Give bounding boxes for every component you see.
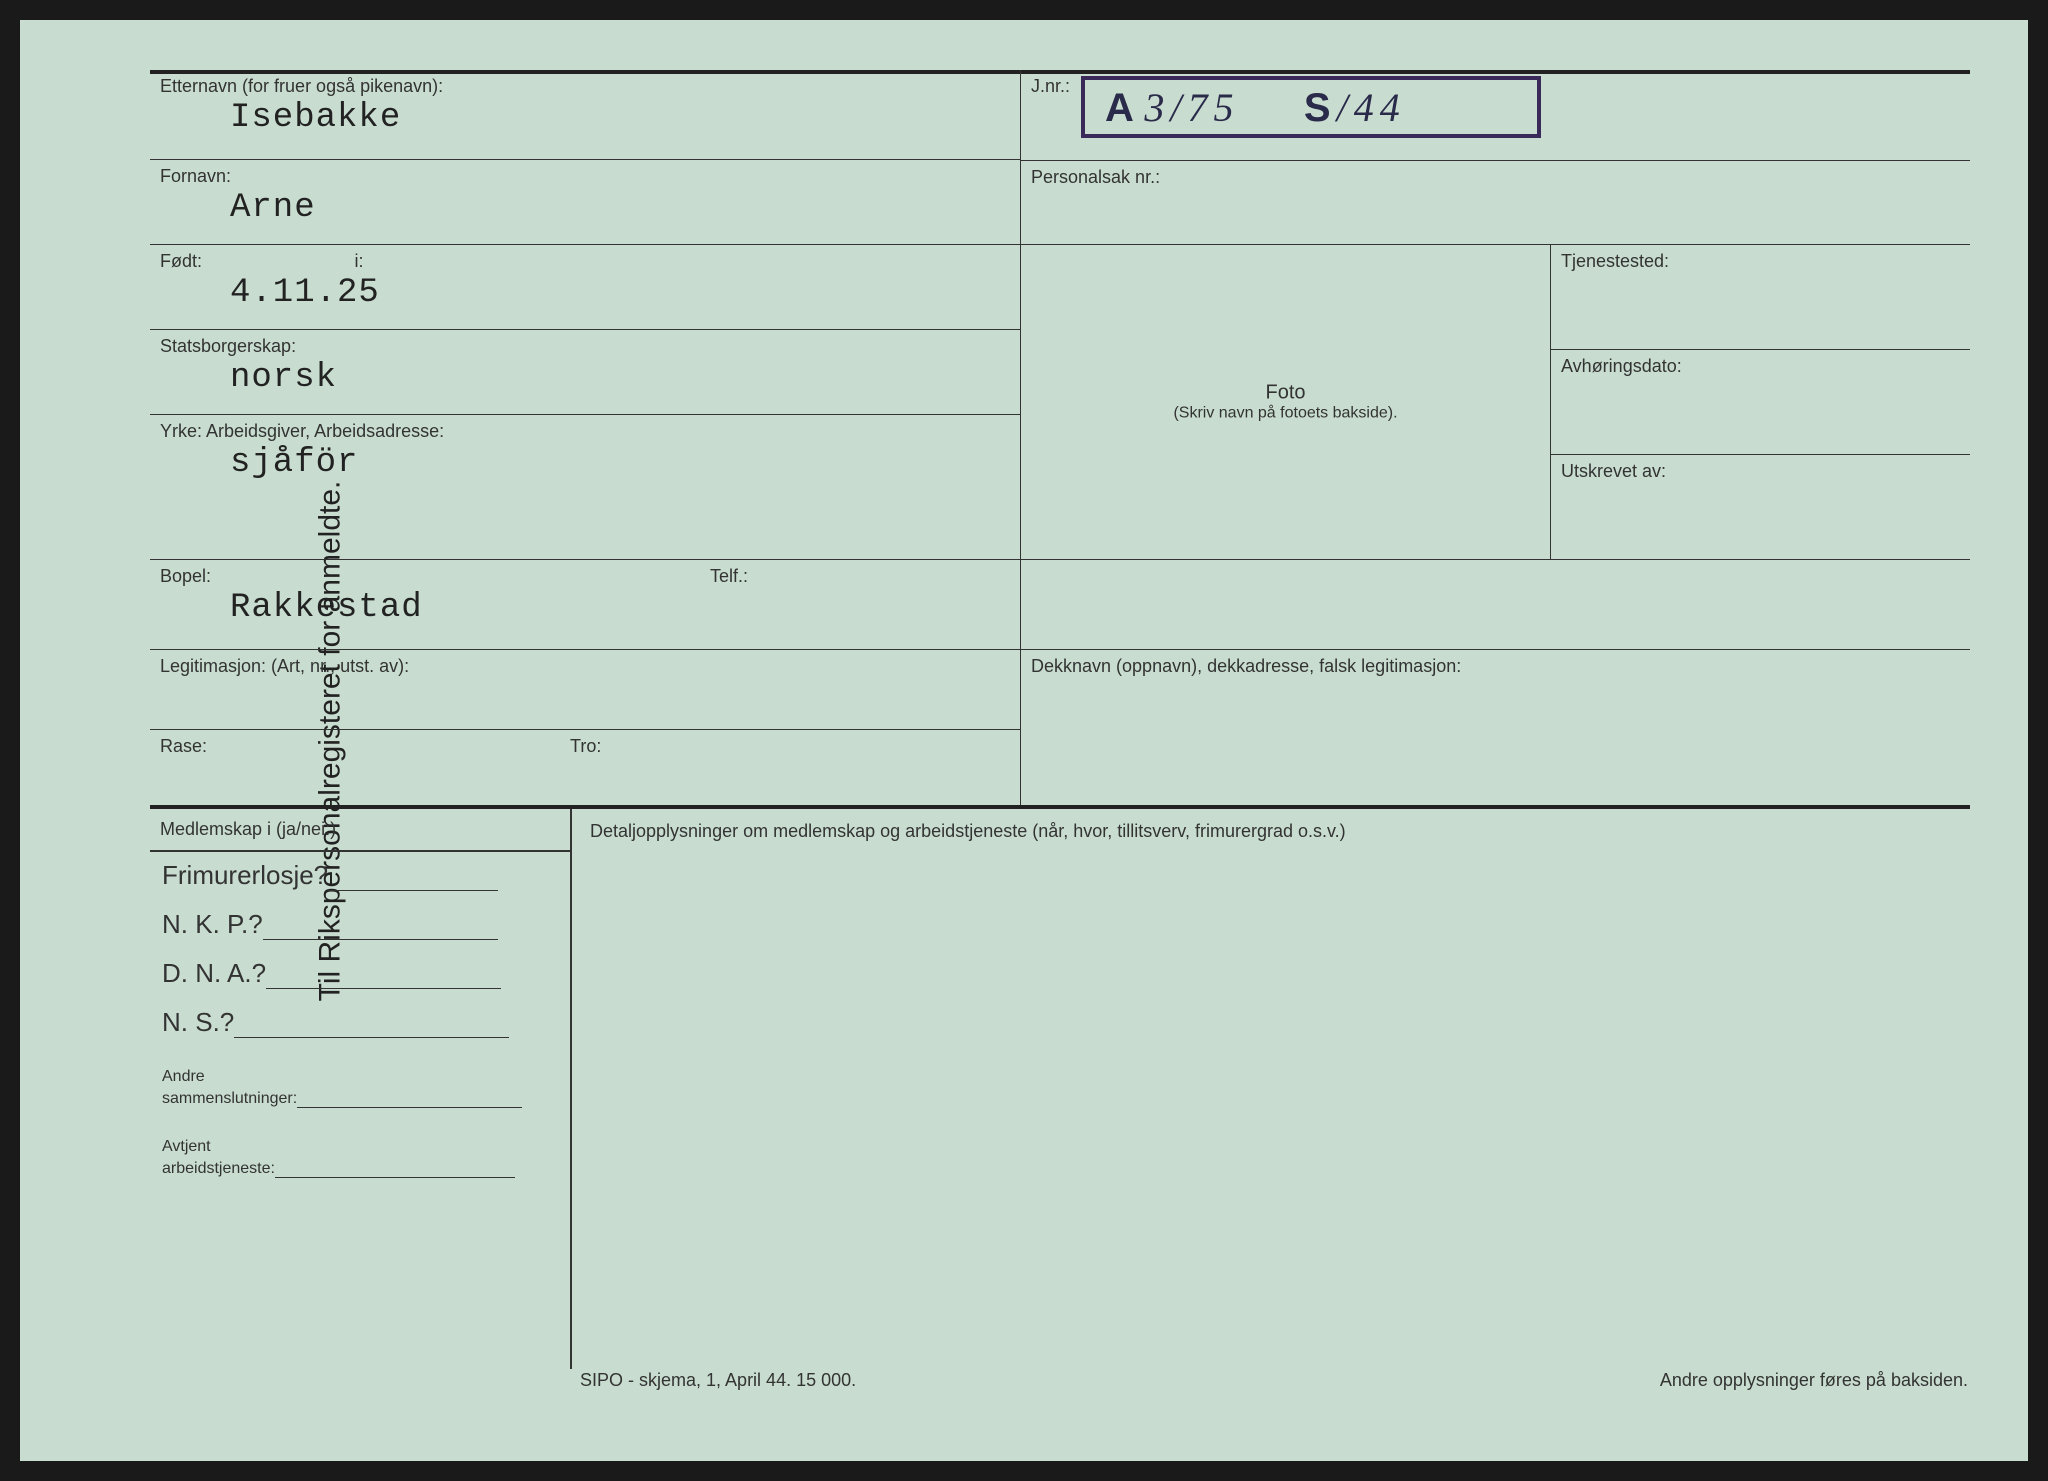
fornavn-value: Arne xyxy=(150,189,1020,227)
etternavn-label: Etternavn (for fruer også pikenavn): xyxy=(150,70,1020,99)
registration-card: Til Rikspersonalregisteret for anmeldte.… xyxy=(20,20,2028,1461)
andre-samm-label2: sammenslutninger: xyxy=(162,1090,297,1107)
avtjent-label1: Avtjent xyxy=(162,1138,570,1156)
foto-label: Foto xyxy=(1021,382,1550,405)
avhoringsdato-cell: Avhøringsdato: xyxy=(1550,350,1970,455)
nkp-label: N. K. P.? xyxy=(162,909,263,939)
sipo-text: SIPO - skjema, 1, April 44. 15 000. xyxy=(580,1370,856,1390)
dekknavn-label: Dekknavn (oppnavn), dekkadresse, falsk l… xyxy=(1021,650,1970,679)
medlemskap-label: Medlemskap i (ja/nei:) xyxy=(150,809,570,842)
fodt-cell: Født: i: 4.11.25 xyxy=(150,245,1020,330)
fodt-label: Født: xyxy=(150,245,350,274)
fornavn-label: Fornavn: xyxy=(150,160,1020,189)
statsborgerskap-value: norsk xyxy=(150,359,1020,397)
legitimasjon-cell: Legitimasjon: (Art, nr., utst. av): xyxy=(150,650,1020,730)
ns-row: N. S.? xyxy=(162,1007,570,1038)
sipo-footer: SIPO - skjema, 1, April 44. 15 000. xyxy=(580,1370,856,1391)
rase-cell: Rase: Tro: xyxy=(150,730,1020,805)
medlemskap-underline xyxy=(150,850,570,852)
andre-samm-label1: Andre xyxy=(162,1068,570,1086)
dna-row: D. N. A.? xyxy=(162,958,570,989)
ns-label: N. S.? xyxy=(162,1007,234,1037)
bopel-right-cell xyxy=(1020,560,1970,650)
bopel-value: Rakkestad xyxy=(150,589,1020,627)
membership-section: Medlemskap i (ja/nei:) Frimurerlosje? N.… xyxy=(150,809,570,1419)
yrke-cell: Yrke: Arbeidsgiver, Arbeidsadresse: sjåf… xyxy=(150,415,1020,560)
statsborgerskap-cell: Statsborgerskap: norsk xyxy=(150,330,1020,415)
legitimasjon-label: Legitimasjon: (Art, nr., utst. av): xyxy=(150,650,1020,679)
tjenestested-label: Tjenestested: xyxy=(1551,245,1970,274)
foto-cell: Foto (Skriv navn på fotoets bakside). xyxy=(1020,245,1550,560)
fornavn-cell: Fornavn: Arne xyxy=(150,160,1020,245)
tjenestested-cell: Tjenestested: xyxy=(1550,245,1970,350)
dekknavn-cell: Dekknavn (oppnavn), dekkadresse, falsk l… xyxy=(1020,650,1970,805)
utskrevet-label: Utskrevet av: xyxy=(1551,455,1970,484)
frimurer-row: Frimurerlosje? xyxy=(162,860,570,891)
bopel-label: Bopel: xyxy=(150,560,221,589)
stamp-box: A 3/75 S/44 xyxy=(1081,76,1541,138)
personalsak-cell: Personalsak nr.: xyxy=(1020,160,1970,245)
tro-label: Tro: xyxy=(570,736,601,757)
stamp-suffix: S/44 xyxy=(1304,86,1406,130)
andre-oppl-footer: Andre opplysninger føres på baksiden. xyxy=(1660,1370,1968,1391)
bopel-cell: Bopel: Telf.: Rakkestad xyxy=(150,560,1020,650)
detail-section: Detaljopplysninger om medlemskap og arbe… xyxy=(580,815,1970,844)
form-area: Etternavn (for fruer også pikenavn): Ise… xyxy=(150,70,1978,1421)
membership-divider xyxy=(570,809,572,1369)
yrke-value: sjåför xyxy=(150,444,1020,482)
nkp-row: N. K. P.? xyxy=(162,909,570,940)
andre-oppl-text: Andre opplysninger føres på baksiden. xyxy=(1660,1370,1968,1390)
etternavn-cell: Etternavn (for fruer også pikenavn): Ise… xyxy=(150,70,1020,160)
dna-label: D. N. A.? xyxy=(162,958,266,988)
utskrevet-cell: Utskrevet av: xyxy=(1550,455,1970,560)
avhoringsdato-label: Avhøringsdato: xyxy=(1551,350,1970,379)
frimurer-label: Frimurerlosje? xyxy=(162,860,328,890)
yrke-label: Yrke: Arbeidsgiver, Arbeidsadresse: xyxy=(150,415,1020,444)
fodt-i-label: i: xyxy=(354,251,363,271)
fodt-value: 4.11.25 xyxy=(150,274,1020,312)
avtjent-row: Avtjent arbeidstjeneste: xyxy=(150,1138,570,1178)
detalj-label: Detaljopplysninger om medlemskap og arbe… xyxy=(580,815,1970,844)
statsborgerskap-label: Statsborgerskap: xyxy=(150,330,1020,359)
avtjent-label2: arbeidstjeneste: xyxy=(162,1160,275,1177)
stamp-num: 3/75 xyxy=(1144,85,1239,130)
rase-label: Rase: xyxy=(150,730,217,759)
personalsak-label: Personalsak nr.: xyxy=(1021,161,1970,190)
telf-label: Telf.: xyxy=(710,566,748,587)
etternavn-value: Isebakke xyxy=(150,99,1020,137)
jnr-cell: J.nr.: A 3/75 S/44 xyxy=(1020,70,1970,160)
andre-samm-row: Andre sammenslutninger: xyxy=(150,1068,570,1108)
stamp-a: A xyxy=(1105,86,1140,130)
foto-sub: (Skriv navn på fotoets bakside). xyxy=(1021,405,1550,423)
